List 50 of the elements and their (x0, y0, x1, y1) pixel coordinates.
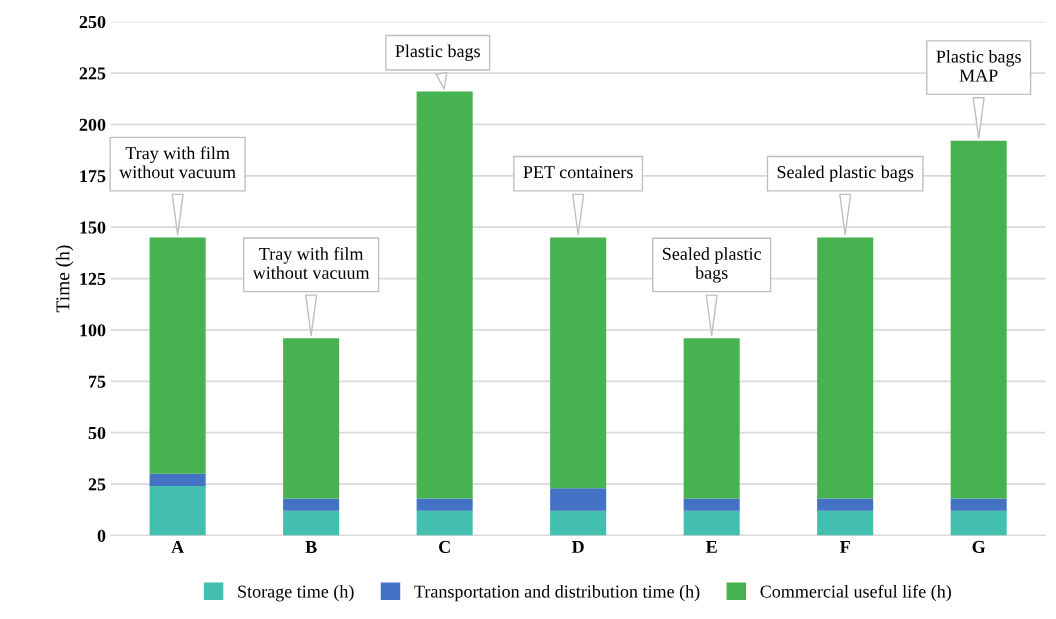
y-tick-label: 150 (80, 221, 106, 234)
bar (817, 498, 874, 511)
legend-label: Transportation and distribution time (h) (414, 584, 700, 602)
annotation: Sealed plastic bags (662, 247, 761, 283)
x-tick-label: B (305, 541, 317, 553)
y-axis-title: Time (h) (55, 245, 74, 313)
y-tick-label: 200 (79, 118, 106, 131)
annotation: Tray with film without vacuum (252, 247, 370, 279)
bar (950, 498, 1007, 511)
legend-label: Storage time (h) (238, 584, 354, 602)
bar (683, 510, 740, 536)
y-tick-label: 75 (89, 375, 106, 388)
y-tick-label: 225 (79, 67, 106, 80)
bar (149, 486, 206, 536)
x-tick-label: C (439, 540, 450, 553)
x-tick-label: G (972, 540, 986, 553)
bar (950, 140, 1007, 499)
legend-label: Commercial useful life (h) (760, 584, 951, 602)
bar (550, 488, 607, 511)
x-tick-label: F (839, 541, 850, 553)
x-tick-label: A (171, 540, 185, 553)
bar (683, 338, 740, 499)
y-tick-label: 100 (80, 324, 106, 337)
y-tick-label: 25 (88, 478, 106, 491)
x-tick-label: E (705, 541, 717, 553)
annotation: PET containers (523, 166, 633, 179)
bar (149, 473, 206, 487)
bar (817, 510, 874, 536)
y-tick-label: 0 (97, 529, 106, 542)
bar (149, 237, 206, 474)
bar (550, 510, 607, 536)
bar (283, 498, 340, 511)
y-tick-label: 125 (80, 272, 106, 285)
bar (416, 510, 473, 536)
bar (950, 510, 1007, 536)
y-tick-label: 50 (88, 426, 106, 440)
bar (683, 498, 740, 511)
x-tick-label: D (571, 541, 584, 553)
bar (550, 237, 607, 489)
annotation: Sealed plastic bags (777, 165, 914, 182)
annotation: Plastic bags MAP (936, 50, 1021, 82)
bar (817, 237, 874, 499)
annotation: Tray with film without vacuum (119, 146, 236, 179)
bar (283, 510, 340, 536)
y-tick-label: 250 (79, 15, 106, 29)
bar (416, 498, 473, 511)
y-tick-label: 175 (80, 170, 106, 183)
bar (416, 91, 473, 499)
annotation: Plastic bags (395, 44, 480, 61)
bar (283, 338, 340, 499)
